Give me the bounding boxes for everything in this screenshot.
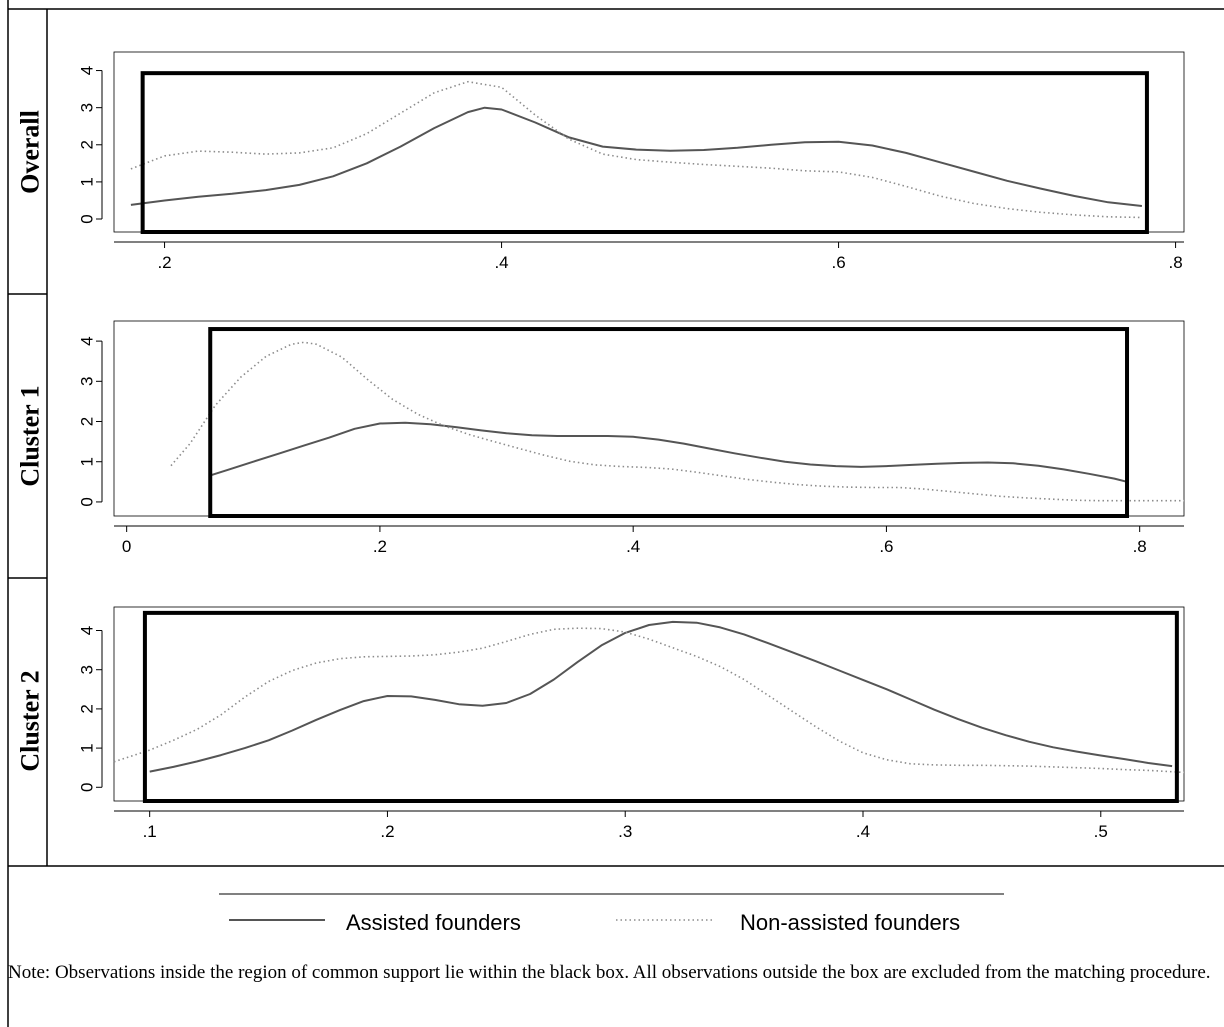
plot-region-outline — [113, 320, 1185, 517]
x-tick-label: .2 — [373, 537, 387, 556]
series-assisted-line — [149, 620, 1173, 773]
plot-region-outline — [113, 606, 1185, 802]
panel-2: 0 1 2 3 4 0 .2 .4 .6 .8 Cluster 1 — [16, 320, 1185, 556]
x-tick-label: 0 — [122, 537, 131, 556]
row-label: Overall — [16, 110, 45, 194]
common-support-box — [142, 610, 1179, 803]
y-tick-label: 3 — [78, 665, 97, 674]
x-tick-label: .2 — [157, 253, 171, 272]
legend: Assisted founders Non-assisted founders — [219, 893, 1004, 935]
y-tick-label: 2 — [78, 140, 97, 149]
legend-assisted-label: Assisted founders — [346, 910, 521, 935]
y-tick-label: 0 — [78, 497, 97, 506]
x-tick-label: .4 — [626, 537, 640, 556]
x-tick-label: .3 — [618, 822, 632, 841]
plot-region-outline — [113, 51, 1185, 233]
x-tick-label: .6 — [831, 253, 845, 272]
legend-non-assisted-label: Non-assisted founders — [740, 910, 960, 935]
series-non-assisted-line — [130, 80, 1142, 219]
x-tick-label: .5 — [1094, 822, 1108, 841]
y-tick-label: 4 — [78, 336, 97, 345]
y-tick-label: 1 — [78, 457, 97, 466]
y-tick-label: 1 — [78, 743, 97, 752]
x-tick-label: .8 — [1133, 537, 1147, 556]
series-non-assisted-line — [113, 627, 1185, 774]
figure-note: Note: Observations inside the region of … — [8, 962, 1211, 983]
panel-1: 0 1 2 3 4 .2 .4 .6 .8 Overall — [16, 51, 1185, 272]
series-assisted-line — [130, 106, 1143, 207]
series-assisted-line — [209, 421, 1128, 483]
y-tick-label: 4 — [78, 626, 97, 635]
panel-3: 0 1 2 3 4 .1 .2 .3 .4 .5 Cluster 2 — [16, 606, 1185, 841]
x-tick-label: .1 — [143, 822, 157, 841]
y-tick-label: 2 — [78, 417, 97, 426]
x-tick-label: .8 — [1168, 253, 1182, 272]
common-support-box — [140, 71, 1149, 235]
y-tick-label: 3 — [78, 103, 97, 112]
y-tick-label: 0 — [78, 783, 97, 792]
series-non-assisted-line — [170, 341, 1184, 502]
x-tick-label: .4 — [856, 822, 870, 841]
y-tick-label: 4 — [78, 66, 97, 75]
panels: 0 1 2 3 4 .2 .4 .6 .8 Overall 0 1 2 3 4 0 .2 .4 .6 .8 Cluste… — [16, 51, 1185, 841]
y-tick-label: 3 — [78, 377, 97, 386]
row-label: Cluster 1 — [16, 385, 45, 486]
row-label: Cluster 2 — [16, 670, 45, 771]
y-tick-label: 0 — [78, 214, 97, 223]
x-tick-label: .2 — [380, 822, 394, 841]
x-tick-label: .4 — [494, 253, 508, 272]
y-tick-label: 2 — [78, 704, 97, 713]
common-support-box — [208, 327, 1130, 518]
y-tick-label: 1 — [78, 177, 97, 186]
x-tick-label: .6 — [879, 537, 893, 556]
